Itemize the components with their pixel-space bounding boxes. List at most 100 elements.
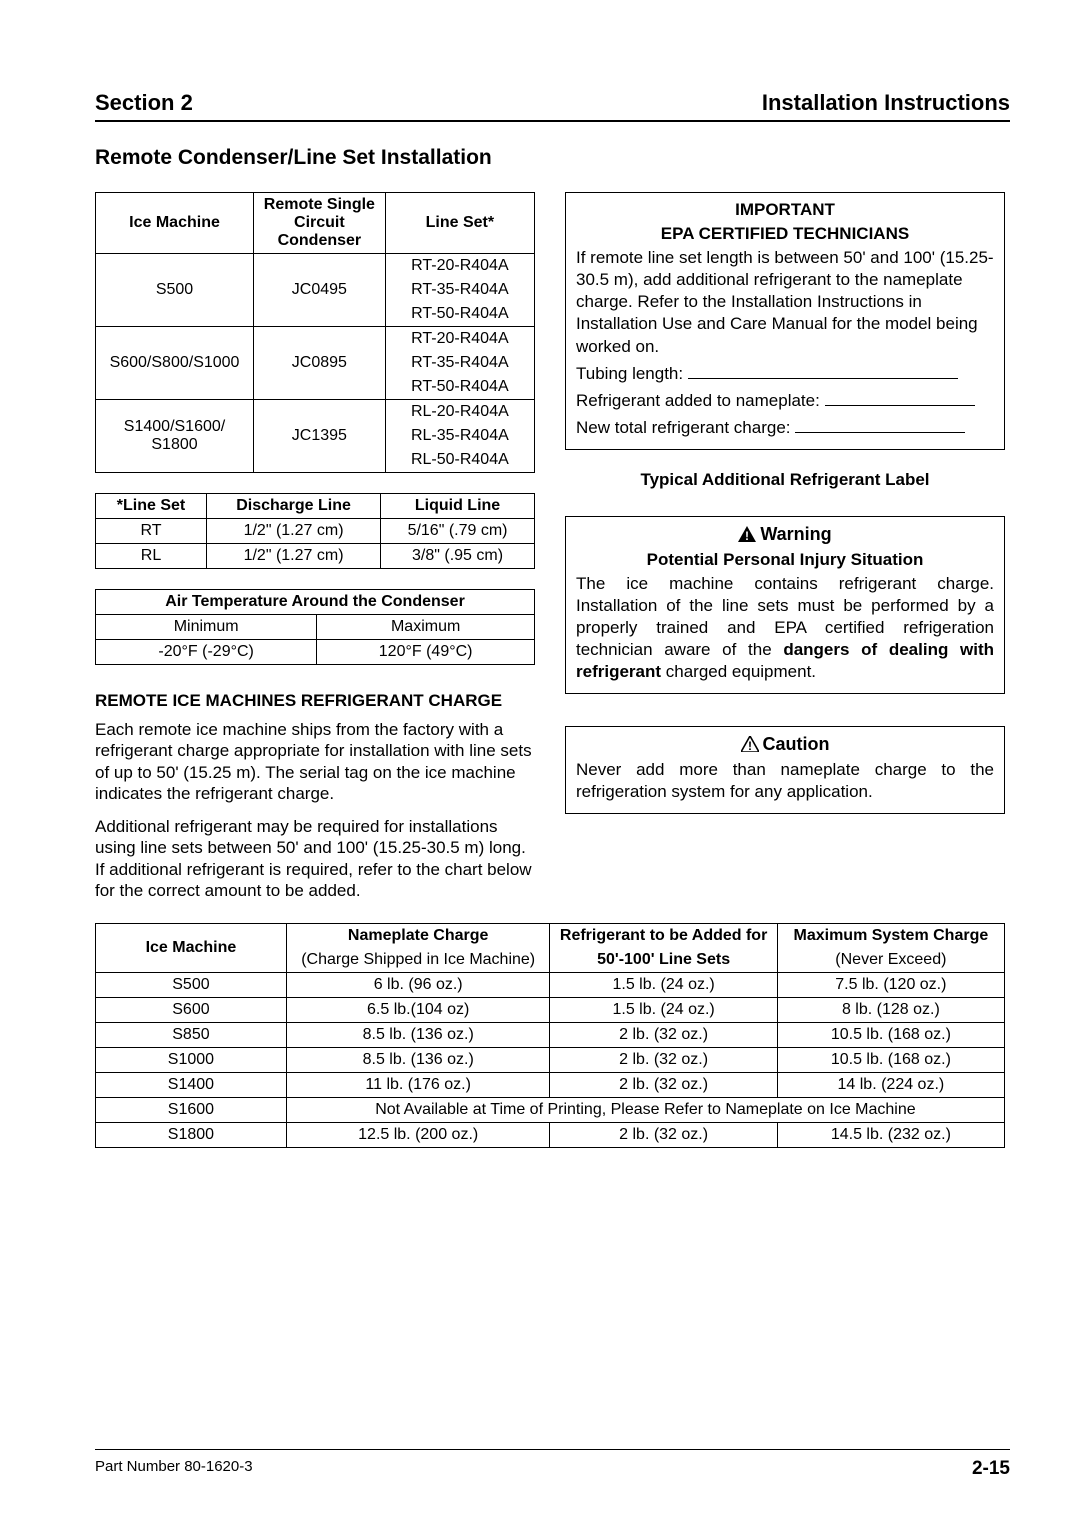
table-cell: Not Available at Time of Printing, Pleas… xyxy=(286,1098,1004,1123)
fill-blank xyxy=(688,362,958,379)
left-column: Ice Machine Remote Single Circuit Conden… xyxy=(95,192,535,913)
airtemp-table: Air Temperature Around the Condenser Min… xyxy=(95,589,535,665)
paragraph: Additional refrigerant may be required f… xyxy=(95,816,535,901)
important-body: If remote line set length is between 50'… xyxy=(576,247,994,357)
footer: Part Number 80-1620-3 2-15 xyxy=(95,1449,1010,1480)
table-cell: 7.5 lb. (120 oz.) xyxy=(777,973,1004,998)
table-title: Air Temperature Around the Condenser xyxy=(96,590,535,615)
warning-subtitle: Potential Personal Injury Situation xyxy=(576,549,994,571)
part-number: Part Number 80-1620-3 xyxy=(95,1458,253,1480)
page-subtitle: Remote Condenser/Line Set Installation xyxy=(95,146,1010,170)
table-header: Remote Single Circuit Condenser xyxy=(254,193,386,254)
table-row: S850 8.5 lb. (136 oz.) 2 lb. (32 oz.) 10… xyxy=(96,1023,1005,1048)
table-header: Line Set* xyxy=(385,193,534,254)
warning-title: Warning xyxy=(760,524,831,544)
table-cell: S500 xyxy=(96,973,287,998)
table-row: S600 6.5 lb.(104 oz) 1.5 lb. (24 oz.) 8 … xyxy=(96,998,1005,1023)
table-cell: 10.5 lb. (168 oz.) xyxy=(777,1048,1004,1073)
table-cell: 11 lb. (176 oz.) xyxy=(286,1073,550,1098)
fill-blank xyxy=(795,416,965,433)
table-cell: 8.5 lb. (136 oz.) xyxy=(286,1023,550,1048)
section-label: Section 2 xyxy=(95,90,193,116)
lineset-table: *Line Set Discharge Line Liquid Line RT … xyxy=(95,493,535,569)
caution-title: Caution xyxy=(763,734,830,754)
table-header: Refrigerant to be Added for xyxy=(550,924,777,949)
table-cell: 1.5 lb. (24 oz.) xyxy=(550,973,777,998)
table-cell: S1000 xyxy=(96,1048,287,1073)
table-cell: 1/2" (1.27 cm) xyxy=(207,544,381,569)
table-row: S1000 8.5 lb. (136 oz.) 2 lb. (32 oz.) 1… xyxy=(96,1048,1005,1073)
caution-box: ! Caution Never add more than nameplate … xyxy=(565,726,1005,814)
caution-body: Never add more than nameplate charge to … xyxy=(576,759,994,803)
table-cell: RT-35-R404A xyxy=(385,351,534,375)
remote-head: REMOTE ICE MACHINES REFRIGERANT CHARGE xyxy=(95,691,535,711)
table-cell: RL-20-R404A xyxy=(385,400,534,425)
paragraph: Each remote ice machine ships from the f… xyxy=(95,719,535,804)
header-row: Section 2 Installation Instructions xyxy=(95,90,1010,122)
text: charged equipment. xyxy=(661,662,816,681)
table-cell: S1400 xyxy=(96,1073,287,1098)
table-cell: 1.5 lb. (24 oz.) xyxy=(550,998,777,1023)
table-cell: 2 lb. (32 oz.) xyxy=(550,1123,777,1148)
right-column: IMPORTANT EPA CERTIFIED TECHNICIANS If r… xyxy=(565,192,1005,834)
table-cell: 2 lb. (32 oz.) xyxy=(550,1048,777,1073)
table-cell: 12.5 lb. (200 oz.) xyxy=(286,1123,550,1148)
table-cell: 8 lb. (128 oz.) xyxy=(777,998,1004,1023)
warning-body: The ice machine contains refrigerant cha… xyxy=(576,573,994,683)
table-cell: S850 xyxy=(96,1023,287,1048)
table-cell: S600/S800/S1000 xyxy=(96,327,254,400)
table-row: S1800 12.5 lb. (200 oz.) 2 lb. (32 oz.) … xyxy=(96,1123,1005,1148)
caution-icon: ! xyxy=(741,735,759,758)
table-cell: S1400/S1600/ S1800 xyxy=(96,400,254,473)
table-cell: 2 lb. (32 oz.) xyxy=(550,1023,777,1048)
label: Tubing length: xyxy=(576,364,683,383)
table-cell: 2 lb. (32 oz.) xyxy=(550,1073,777,1098)
table-cell: JC0895 xyxy=(254,327,386,400)
table-subheader: (Never Exceed) xyxy=(777,948,1004,973)
table-cell: RT-35-R404A xyxy=(385,278,534,302)
table-header: Ice Machine xyxy=(96,924,287,973)
condenser-table: Ice Machine Remote Single Circuit Conden… xyxy=(95,192,535,473)
warning-box: ! Warning Potential Personal Injury Situ… xyxy=(565,516,1005,694)
table-cell: S1600 xyxy=(96,1098,287,1123)
table-cell: 14 lb. (224 oz.) xyxy=(777,1073,1004,1098)
table-cell: 8.5 lb. (136 oz.) xyxy=(286,1048,550,1073)
table-cell: RT-50-R404A xyxy=(385,375,534,400)
charge-table: Ice Machine Nameplate Charge Refrigerant… xyxy=(95,923,1005,1148)
table-cell: RT xyxy=(96,519,207,544)
table-cell: 1/2" (1.27 cm) xyxy=(207,519,381,544)
svg-text:!: ! xyxy=(745,529,749,542)
table-cell: -20°F (-29°C) xyxy=(96,640,317,665)
table-cell: S600 xyxy=(96,998,287,1023)
table-cell: 3/8" (.95 cm) xyxy=(381,544,535,569)
table-subheader: 50'-100' Line Sets xyxy=(550,948,777,973)
table-subheader: (Charge Shipped in Ice Machine) xyxy=(286,948,550,973)
label-caption: Typical Additional Refrigerant Label xyxy=(565,470,1005,490)
table-cell: 120°F (49°C) xyxy=(317,640,535,665)
table-row: S1600 Not Available at Time of Printing,… xyxy=(96,1098,1005,1123)
table-cell: RL-35-R404A xyxy=(385,424,534,448)
table-cell: RL-50-R404A xyxy=(385,448,534,473)
section-title: Installation Instructions xyxy=(762,90,1010,116)
table-cell: RT-20-R404A xyxy=(385,254,534,279)
table-cell: 14.5 lb. (232 oz.) xyxy=(777,1123,1004,1148)
table-cell: S500 xyxy=(96,254,254,327)
table-header: Discharge Line xyxy=(207,494,381,519)
table-row: S1400 11 lb. (176 oz.) 2 lb. (32 oz.) 14… xyxy=(96,1073,1005,1098)
table-cell: JC0495 xyxy=(254,254,386,327)
table-header: Ice Machine xyxy=(96,193,254,254)
fill-blank xyxy=(825,389,975,406)
page-number: 2-15 xyxy=(972,1458,1010,1480)
label: New total refrigerant charge: xyxy=(576,418,791,437)
label: Refrigerant added to nameplate: xyxy=(576,391,820,410)
text: additional xyxy=(676,270,749,289)
fill-row: Refrigerant added to nameplate: xyxy=(576,389,994,412)
important-subtitle: EPA CERTIFIED TECHNICIANS xyxy=(576,223,994,245)
table-row: S500 6 lb. (96 oz.) 1.5 lb. (24 oz.) 7.5… xyxy=(96,973,1005,998)
table-header: Nameplate Charge xyxy=(286,924,550,949)
table-cell: 10.5 lb. (168 oz.) xyxy=(777,1023,1004,1048)
table-cell: S1800 xyxy=(96,1123,287,1148)
caution-head: ! Caution xyxy=(576,733,994,758)
table-header: *Line Set xyxy=(96,494,207,519)
svg-text:!: ! xyxy=(748,739,752,752)
